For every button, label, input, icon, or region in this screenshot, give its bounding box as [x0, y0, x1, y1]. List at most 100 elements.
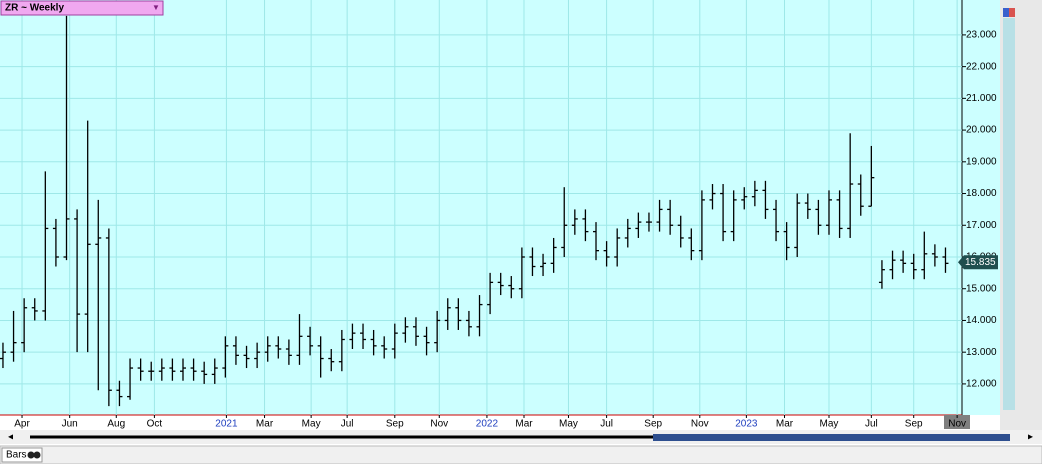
x-tick-label: 2022	[476, 419, 499, 430]
chart-title: ZR ~ Weekly	[5, 3, 64, 14]
x-tick-label: Apr	[14, 419, 30, 430]
ohlc-bar	[179, 358, 186, 381]
ohlc-bar	[497, 272, 504, 296]
x-axis-cursor	[944, 415, 970, 429]
ohlc-bar	[720, 184, 727, 242]
ohlc-bar	[317, 336, 324, 378]
x-tick-label: Mar	[256, 419, 274, 430]
ohlc-bar	[328, 349, 335, 372]
bars-tab[interactable]	[1, 447, 43, 463]
tab-icon	[33, 451, 41, 459]
x-tick-label: Jun	[62, 419, 78, 430]
ohlc-bar	[370, 329, 377, 356]
ohlc-bar	[10, 310, 17, 362]
ohlc-bar	[338, 329, 345, 372]
ohlc-bar	[857, 174, 864, 216]
ohlc-bar	[243, 345, 250, 369]
ohlc-bar	[52, 218, 59, 267]
ohlc-bar	[582, 209, 589, 242]
ohlc-bar	[211, 358, 218, 384]
x-tick-label: May	[559, 419, 578, 430]
ohlc-bar	[624, 218, 631, 248]
ohlc-bar	[476, 295, 483, 337]
ohlc-bar	[656, 199, 663, 232]
ohlc-bar	[423, 326, 430, 356]
ohlc-bar	[794, 193, 801, 257]
ohlc-bar	[465, 310, 472, 337]
y-tick-label: 20.000	[966, 125, 997, 136]
y-tick-label: 21.000	[966, 93, 997, 104]
ohlc-bar	[222, 336, 229, 378]
ohlc-bar	[815, 199, 822, 235]
ohlc-bar	[529, 247, 536, 277]
y-tick-label: 19.000	[966, 156, 997, 167]
ohlc-bar	[116, 380, 123, 407]
ohlc-bar	[677, 215, 684, 248]
scroll-thumb[interactable]	[653, 434, 1010, 441]
ohlc-bar	[349, 323, 356, 350]
title-dropdown[interactable]	[0, 0, 164, 16]
x-tick-label: Nov	[948, 419, 966, 430]
x-tick-label: Sep	[386, 419, 404, 430]
x-tick-label: Jul	[600, 419, 613, 430]
last-price-label: 15.835	[965, 257, 996, 268]
x-tick-label: Nov	[691, 419, 709, 430]
ohlc-bar	[709, 184, 716, 210]
side-button[interactable]	[1003, 8, 1009, 17]
x-tick-label: Nov	[430, 419, 448, 430]
ohlc-bar	[31, 298, 38, 321]
ohlc-bar	[878, 260, 885, 289]
bars-tab-label: Bars	[6, 450, 27, 461]
x-tick-label: May	[820, 419, 839, 430]
y-tick-label: 22.000	[966, 61, 997, 72]
ohlc-bar	[412, 317, 419, 346]
y-tick-label: 23.000	[966, 30, 997, 41]
ohlc-bar	[931, 244, 938, 267]
scroll-right[interactable]: ▸	[1028, 432, 1033, 443]
ohlc-bar	[508, 276, 515, 299]
ohlc-bar	[593, 222, 600, 261]
ohlc-bar	[275, 336, 282, 359]
ohlc-bar	[635, 212, 642, 238]
side-button[interactable]	[1009, 8, 1015, 17]
dropdown-arrow: ▼	[152, 3, 160, 12]
ohlc-bar	[762, 180, 769, 219]
ohlc-bar	[688, 228, 695, 261]
ohlc-bar	[836, 190, 843, 238]
ohlc-bar	[868, 145, 875, 207]
ohlc-bar	[264, 336, 271, 362]
ohlc-bar	[402, 317, 409, 343]
y-tick-label: 18.000	[966, 188, 997, 199]
x-tick-label: 2023	[735, 419, 758, 430]
ohlc-bar	[910, 253, 917, 280]
ohlc-bar	[391, 323, 398, 359]
ohlc-bar	[254, 342, 261, 369]
x-tick-label: Sep	[644, 419, 662, 430]
ohlc-bar	[804, 193, 811, 219]
ohlc-bar	[360, 323, 367, 350]
x-axis-area	[0, 415, 1000, 430]
ohlc-bar	[63, 15, 70, 261]
ohlc-bar	[307, 326, 314, 356]
scroll-left[interactable]: ◂	[8, 432, 13, 443]
ohlc-bar	[137, 358, 144, 381]
x-tick-label: Oct	[147, 419, 163, 430]
ohlc-bar	[783, 222, 790, 261]
ohlc-bar	[900, 250, 907, 273]
y-tick-label: 14.000	[966, 315, 997, 326]
ohlc-bar	[645, 212, 652, 232]
ohlc-bar	[487, 272, 494, 315]
ohlc-bar	[169, 358, 176, 381]
ohlc-bar	[201, 361, 208, 384]
ohlc-bar	[105, 228, 112, 407]
x-tick-label: May	[302, 419, 321, 430]
ohlc-bar	[825, 190, 832, 235]
ohlc-bar	[751, 180, 758, 207]
ohlc-bar	[296, 314, 303, 365]
ohlc-bar	[190, 358, 197, 381]
ohlc-bar	[95, 199, 102, 391]
x-tick-label: 2021	[215, 419, 238, 430]
tab-icon	[27, 451, 35, 459]
ohlc-bar	[518, 247, 525, 299]
